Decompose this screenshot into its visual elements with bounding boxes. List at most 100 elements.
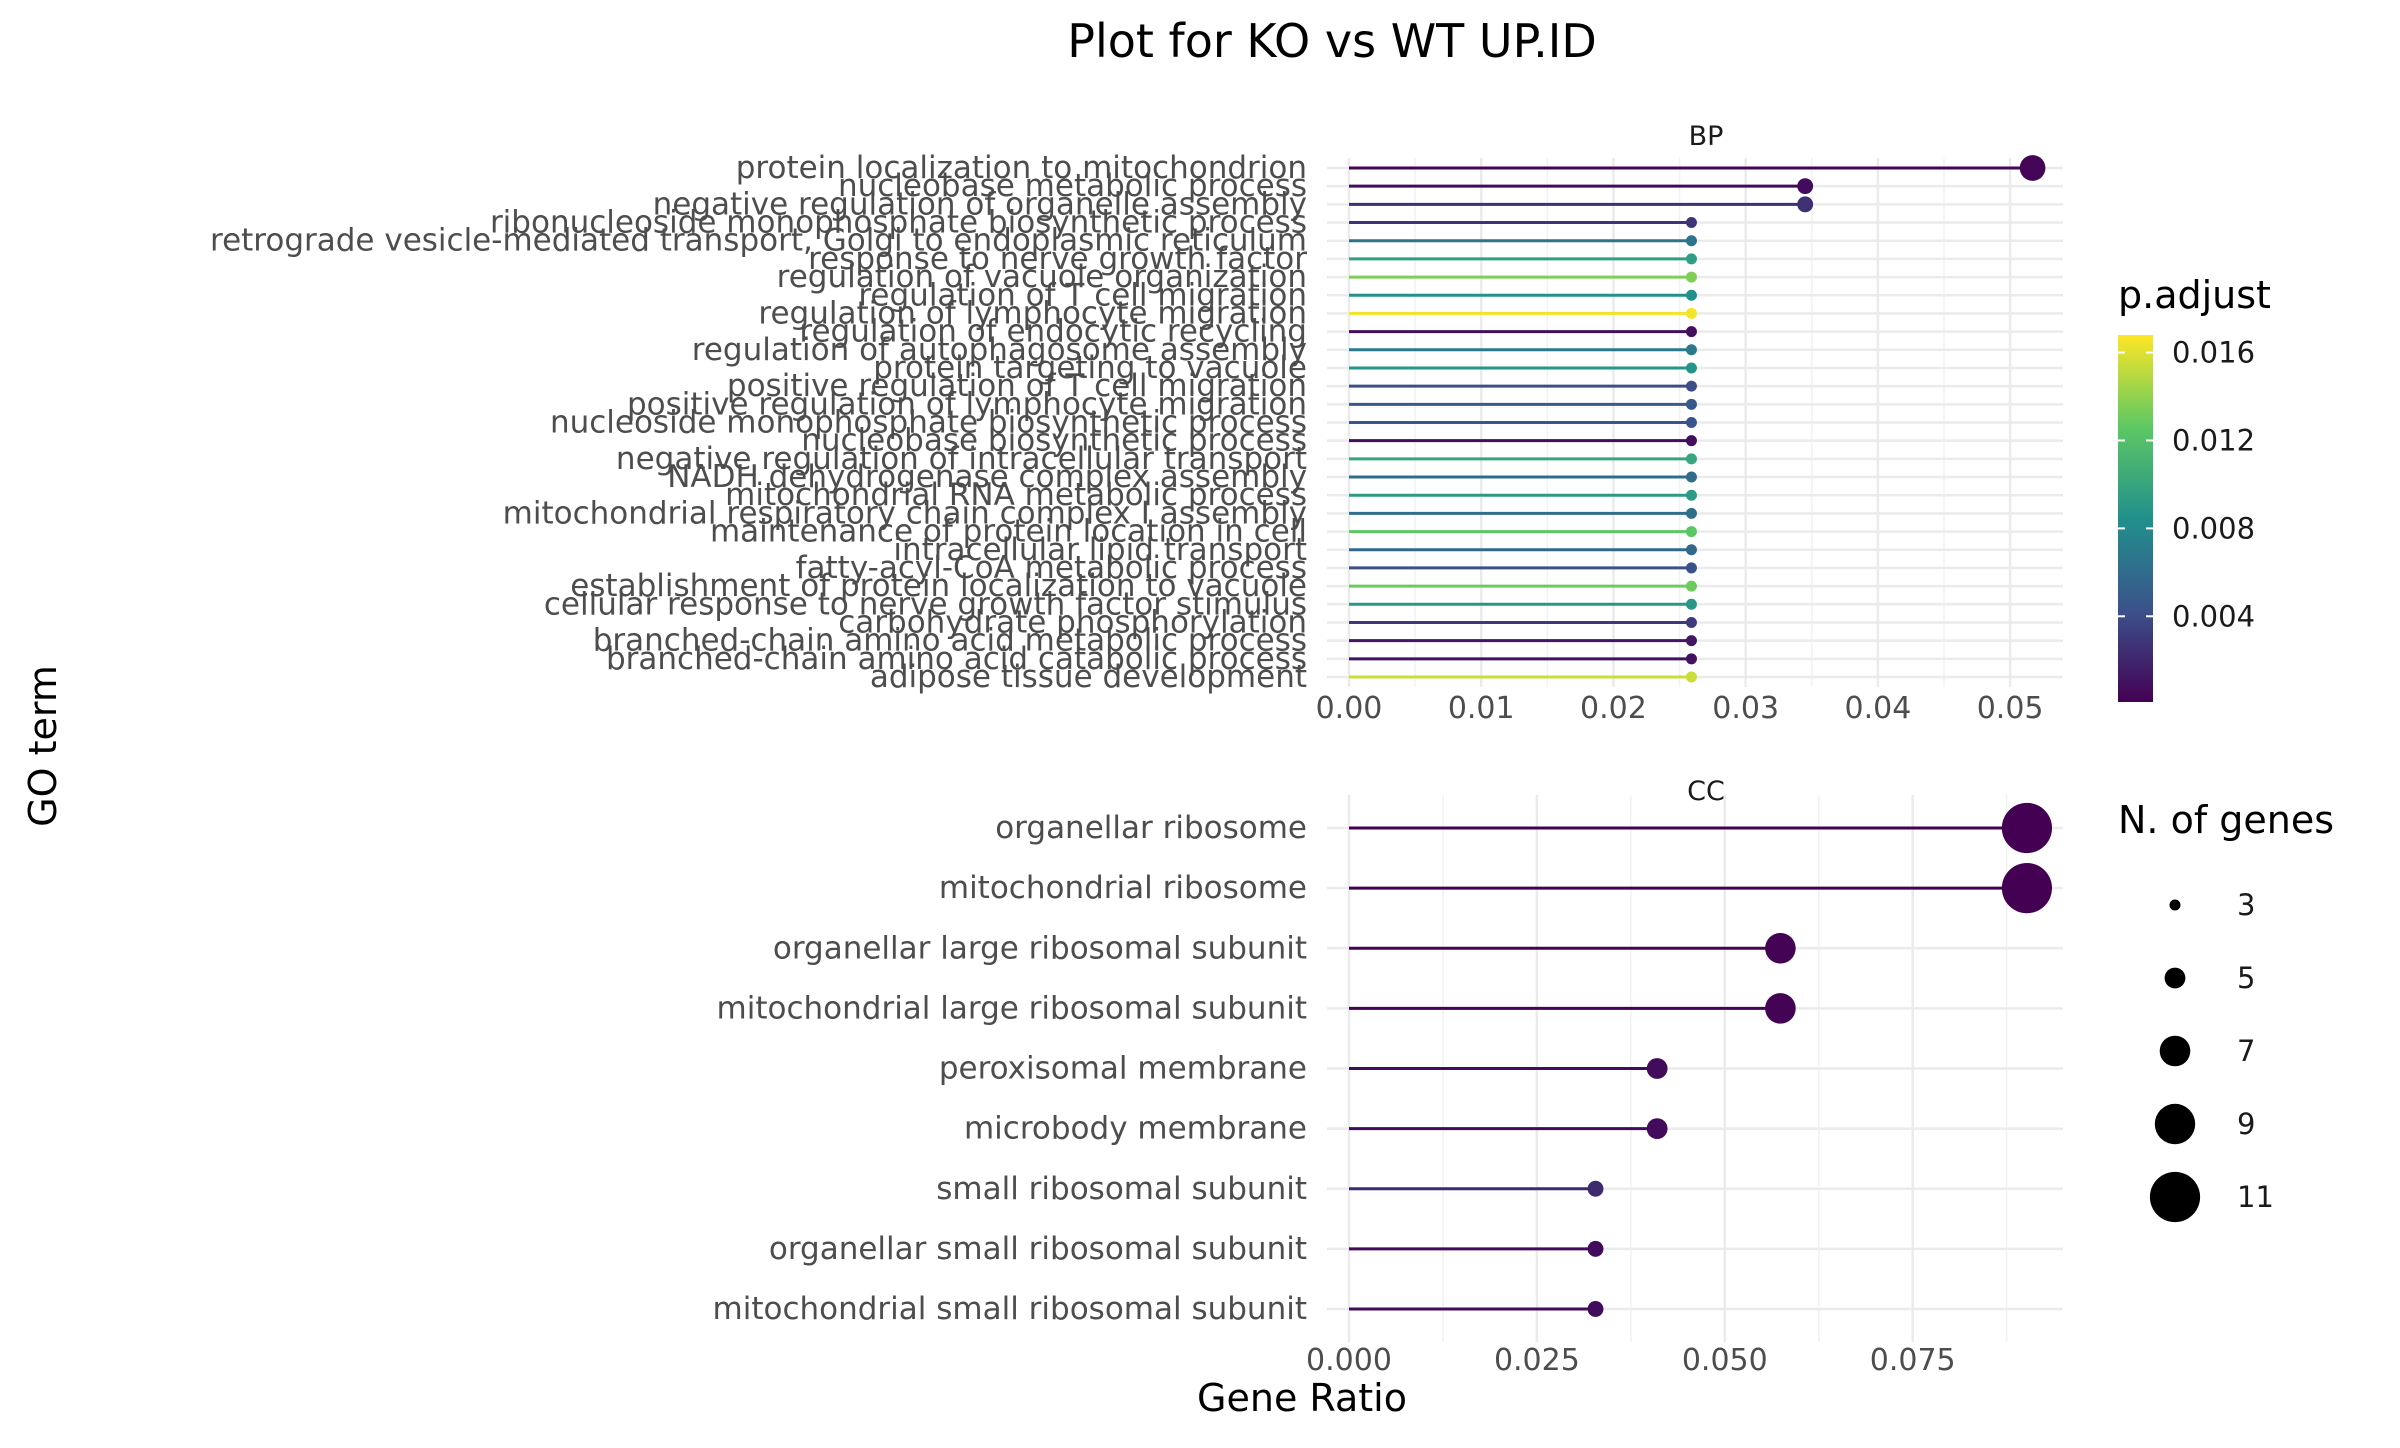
x-tick-label-bp: 0.02 [1580,691,1647,726]
point-bp [1685,526,1697,538]
y-term-label-cc: organellar ribosome [995,810,1307,846]
size-legend-dot [2169,899,2181,911]
x-tick-label-cc: 0.000 [1306,1343,1392,1378]
y-term-label-cc: organellar large ribosomal subunit [773,930,1307,966]
y-term-label-bp: mitochondrial respiratory chain complex … [503,495,1307,531]
strip-label-cc: CC [1687,776,1725,807]
point-bp [1685,289,1697,301]
size-legend-label: 5 [2237,961,2255,995]
point-bp [1685,507,1697,519]
y-term-label-bp: retrograde vesicle-mediated transport, G… [210,223,1307,259]
size-legend-label: 7 [2237,1034,2255,1068]
y-term-label-bp: regulation of lymphocyte migration [758,295,1307,331]
point-cc [1765,993,1796,1024]
y-term-label-bp: positive regulation of T cell migration [727,368,1307,404]
y-term-label-cc: microbody membrane [964,1111,1307,1147]
y-term-label-bp: regulation of autophagosome assembly [692,332,1307,368]
panel-cc: CC 0.000 0.025 0.050 0.075 organellar ribosom… [713,776,2063,1378]
point-bp [1685,307,1697,319]
point-bp [1685,453,1697,465]
color-legend-tick-label: 0.016 [2172,336,2255,370]
point-bp [1797,196,1814,213]
point-cc [1587,1180,1604,1197]
point-bp [1685,326,1697,338]
y-term-label-cc: mitochondrial small ribosomal subunit [713,1291,1307,1327]
y-term-label-bp: regulation of endocytic recycling [799,314,1307,350]
point-bp [1685,598,1697,610]
x-tick-label-bp: 0.05 [1977,691,2044,726]
point-bp [1685,471,1697,483]
y-axis-title: GO term [21,665,65,827]
x-tick-label-bp: 0.03 [1712,691,1779,726]
point-cc [1765,932,1796,964]
point-bp [1685,271,1697,283]
y-term-label-cc: mitochondrial ribosome [939,870,1307,906]
y-term-label-bp: nucleoside monophosphate biosynthetic pr… [550,405,1307,441]
y-term-label-cc: organellar small ribosomal subunit [769,1231,1307,1267]
y-term-label-bp: regulation of T cell migration [858,277,1307,313]
y-term-label-bp: protein targeting to vacuole [873,350,1307,386]
y-term-label-bp: response to nerve growth factor [808,241,1307,277]
y-term-label-bp: nucleobase biosynthetic process [801,423,1307,459]
point-bp [2019,155,2046,181]
size-legend-label: 3 [2237,888,2255,922]
y-term-label-bp: negative regulation of intracellular tra… [616,441,1307,477]
point-bp [1685,380,1697,392]
point-cc [1646,1118,1668,1140]
y-term-label-cc: peroxisomal membrane [939,1051,1307,1087]
y-term-label-bp: NADH dehydrogenase complex assembly [667,459,1307,495]
point-bp [1685,253,1697,265]
point-bp [1685,616,1697,628]
panel-bp: BP 0.00 0.01 0.02 0.03 0.04 0.05 protein locali… [210,121,2063,726]
point-bp [1685,398,1697,410]
y-term-label-bp: intracellular lipid transport [893,532,1307,568]
point-bp [1685,671,1697,683]
y-term-label-bp: ribonucleoside monophosphate biosyntheti… [490,205,1307,241]
y-term-label-bp: mitochondrial RNA metabolic process [725,477,1307,513]
x-tick-label-cc: 0.050 [1682,1343,1768,1378]
color-legend-tick-label: 0.012 [2172,423,2255,457]
point-bp [1685,635,1697,647]
y-term-label-bp: positive regulation of lymphocyte migrat… [627,386,1307,422]
y-term-label-bp: branched-chain amino acid metabolic proc… [593,623,1307,659]
size-legend-dot [2149,1171,2201,1223]
color-legend-tick-label: 0.008 [2172,511,2255,545]
color-legend: p.adjust 0.004 0.008 0.012 0.016 [2118,273,2271,702]
x-tick-label-bp: 0.01 [1448,691,1515,726]
color-legend-bar [2118,335,2153,702]
point-cc [1646,1058,1668,1079]
y-term-label-bp: establishment of protein localization to… [570,568,1307,604]
y-term-label-bp: regulation of vacuole organization [777,259,1307,295]
point-cc [1587,1240,1604,1257]
y-term-label-bp: fatty-acyl-CoA metabolic process [796,550,1307,586]
x-tick-label-bp: 0.04 [1844,691,1911,726]
y-term-label-cc: small ribosomal subunit [936,1171,1307,1207]
chart-title: Plot for KO vs WT UP.ID [1067,14,1597,68]
strip-label-bp: BP [1689,121,1724,152]
x-axis-title: Gene Ratio [1197,1376,1407,1420]
point-bp [1685,435,1697,447]
y-term-label-bp: nucleobase metabolic process [838,168,1307,204]
point-bp [1685,417,1697,428]
y-term-label-bp: maintenance of protein location in cell [710,514,1307,550]
size-legend-label: 11 [2237,1180,2274,1214]
size-legend: N. of genes 3 5 7 9 11 [2118,798,2334,1223]
point-cc [2001,863,2053,914]
point-bp [1685,580,1697,592]
color-legend-title: p.adjust [2118,273,2271,317]
point-bp [1685,544,1697,556]
x-tick-label-cc: 0.075 [1870,1343,1956,1378]
size-legend-label: 9 [2237,1107,2255,1141]
x-tick-label-cc: 0.025 [1494,1343,1580,1378]
size-legend-title: N. of genes [2118,798,2334,842]
point-bp [1685,653,1697,665]
point-bp [1685,489,1697,501]
y-term-label-bp: branched-chain amino acid catabolic proc… [606,641,1307,677]
point-bp [1685,344,1697,356]
y-term-label-cc: mitochondrial large ribosomal subunit [717,990,1307,1026]
point-bp [1685,217,1697,229]
x-tick-label-bp: 0.00 [1316,691,1383,726]
size-legend-dot [2154,1103,2196,1145]
size-legend-dot [2164,967,2186,989]
